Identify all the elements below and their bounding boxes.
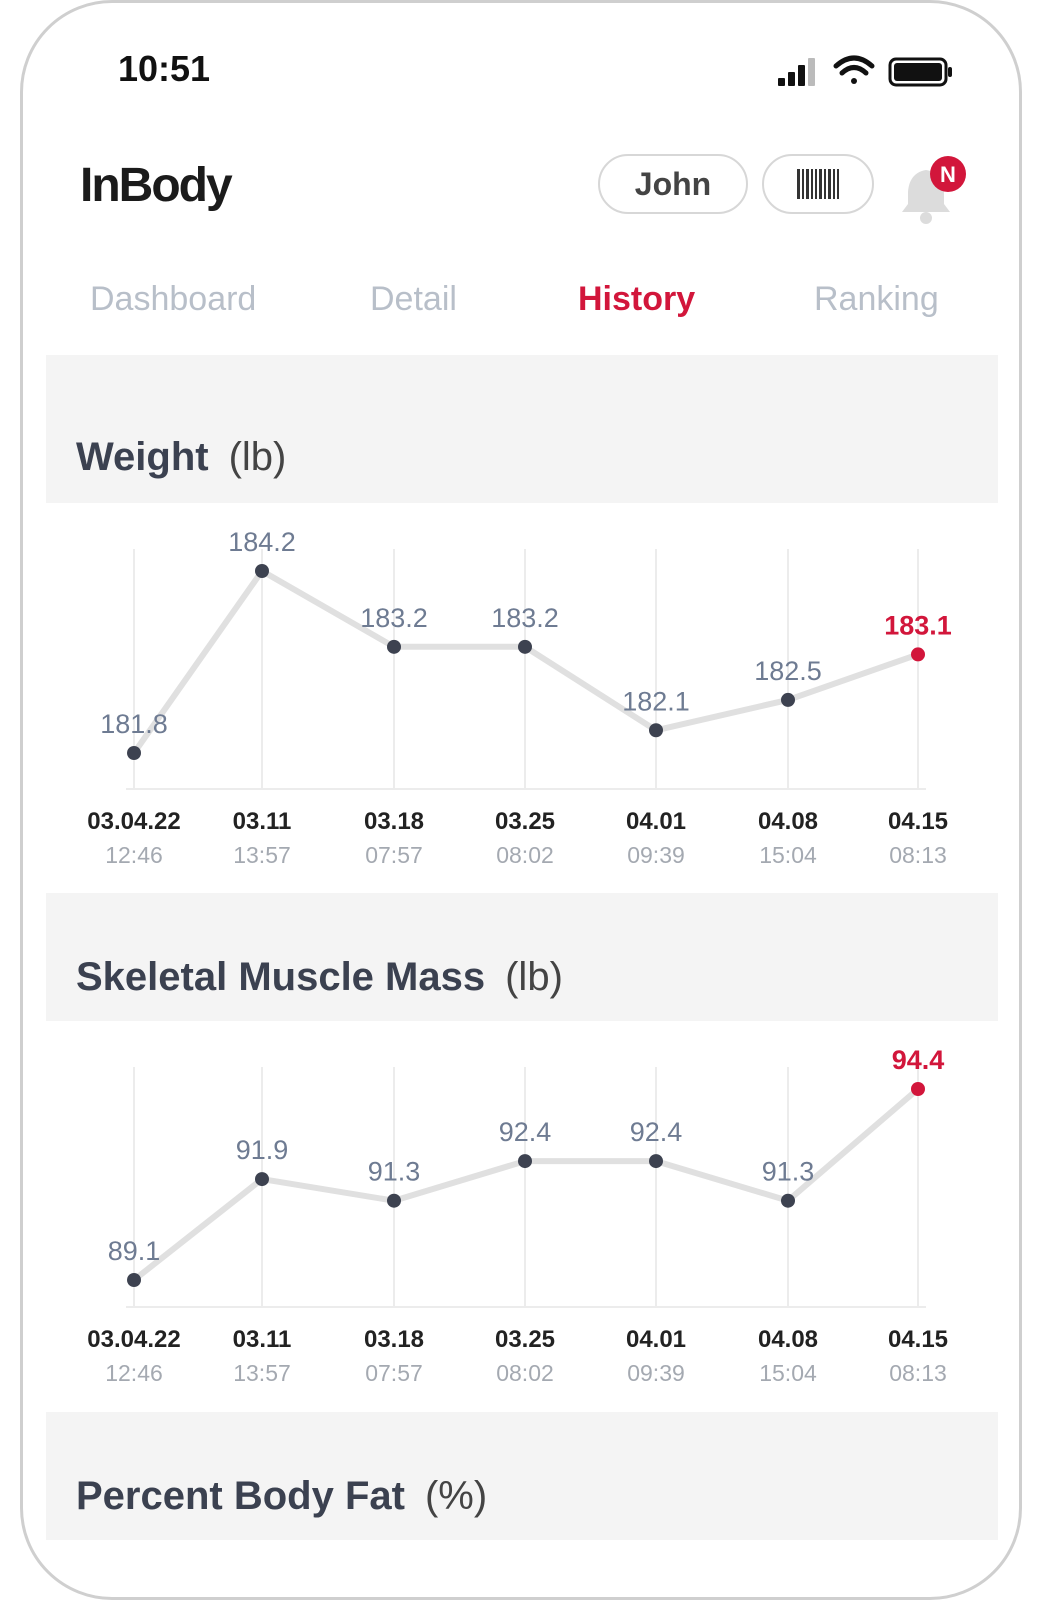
date-label: 03.25 (495, 808, 555, 835)
phone-frame (20, 0, 1022, 1600)
section-title: Skeletal Muscle Mass (lb) (76, 955, 563, 1000)
date-label: 03.25 (495, 1326, 555, 1353)
value-label: 182.1 (622, 686, 690, 716)
weight-section-header: Weight (lb) (46, 355, 998, 503)
date-label: 04.08 (758, 1326, 818, 1353)
weight-chart: 181.8 03.04.22 12:46 184.2 03.11 13:57 183.2 03… (46, 503, 998, 893)
time-label: 13:57 (233, 842, 291, 868)
pbf-section-header: Percent Body Fat (%) (46, 1412, 998, 1540)
notification-button[interactable]: N (896, 152, 972, 228)
battery-icon (888, 57, 952, 87)
data-point (781, 1193, 795, 1208)
smm-section-header: Skeletal Muscle Mass (lb) (46, 893, 998, 1021)
tab-dashboard[interactable]: Dashboard (90, 280, 257, 318)
badge-label: N (940, 162, 956, 187)
section-title-text: Weight (76, 435, 209, 479)
date-label: 03.11 (233, 808, 292, 835)
data-point (649, 723, 663, 738)
value-label: 182.5 (754, 656, 822, 686)
date-label: 04.01 (626, 1326, 686, 1353)
date-label: 04.01 (626, 808, 686, 835)
time-label: 09:39 (627, 1360, 685, 1386)
line-chart: 181.8 03.04.22 12:46 184.2 03.11 13:57 183.2 03… (87, 527, 952, 868)
time-label: 12:46 (105, 1360, 163, 1386)
date-label: 03.04.22 (87, 808, 180, 835)
time-label: 07:57 (365, 1360, 423, 1386)
date-label: 03.04.22 (87, 1326, 180, 1353)
tab-bar: Dashboard Detail History Ranking (46, 270, 996, 334)
date-label: 03.18 (364, 808, 424, 835)
section-title-text: Percent Body Fat (76, 1474, 405, 1518)
data-point (781, 692, 795, 707)
barcode-button[interactable] (762, 154, 874, 214)
time-label: 08:02 (496, 842, 554, 868)
data-point (127, 1273, 141, 1287)
data-point (387, 639, 401, 654)
data-point (255, 564, 269, 578)
value-label: 92.4 (499, 1117, 552, 1147)
value-label: 91.9 (236, 1135, 289, 1165)
time-label: 07:57 (365, 842, 423, 868)
smm-chart: 89.1 03.04.22 12:46 91.9 03.11 13:57 91.3 03.18… (46, 1021, 998, 1412)
time-label: 12:46 (105, 842, 163, 868)
data-point (387, 1193, 401, 1208)
tab-detail[interactable]: Detail (370, 280, 457, 318)
time-label: 15:04 (759, 842, 817, 868)
time-label: 09:39 (627, 842, 685, 868)
value-label: 94.4 (892, 1045, 945, 1075)
time-label: 08:13 (889, 1360, 947, 1386)
date-label: 04.15 (888, 808, 948, 835)
status-bar: 10:51 (0, 0, 1040, 140)
line-chart: 89.1 03.04.22 12:46 91.9 03.11 13:57 91.3 03.18… (87, 1045, 948, 1386)
user-button[interactable]: John (598, 154, 748, 214)
status-icons (778, 55, 952, 87)
section-unit: (%) (424, 1474, 488, 1518)
wifi-icon (833, 55, 875, 84)
section-unit: (lb) (505, 955, 563, 999)
value-label: 181.8 (100, 709, 168, 739)
value-label: 91.3 (762, 1157, 815, 1187)
value-label: 89.1 (108, 1236, 161, 1266)
section-title: Percent Body Fat (%) (76, 1474, 487, 1519)
app-header: InBody John N (0, 140, 1040, 240)
notification-badge: N (930, 156, 966, 192)
status-time: 10:51 (118, 48, 211, 89)
user-name: John (634, 165, 712, 202)
tab-ranking[interactable]: Ranking (814, 280, 939, 318)
section-title: Weight (lb) (76, 435, 286, 480)
date-label: 03.18 (364, 1326, 424, 1353)
value-label: 92.4 (630, 1117, 683, 1147)
value-label: 183.1 (884, 610, 952, 640)
date-label: 04.08 (758, 808, 818, 835)
data-point (649, 1154, 663, 1169)
value-label: 183.2 (491, 603, 559, 633)
data-point (518, 639, 532, 654)
section-unit: (lb) (228, 435, 287, 479)
data-point (911, 1082, 925, 1096)
value-label: 184.2 (228, 527, 296, 557)
tab-history[interactable]: History (578, 280, 696, 318)
data-point (518, 1154, 532, 1169)
app-logo: InBody (80, 159, 233, 212)
signal-icon (778, 58, 815, 86)
time-label: 08:02 (496, 1360, 554, 1386)
barcode-icon (797, 169, 839, 199)
date-label: 04.15 (888, 1326, 948, 1353)
date-label: 03.11 (233, 1326, 292, 1353)
data-point (127, 746, 141, 760)
data-point (255, 1172, 269, 1187)
time-label: 13:57 (233, 1360, 291, 1386)
value-label: 91.3 (368, 1157, 421, 1187)
time-label: 15:04 (759, 1360, 817, 1386)
section-title-text: Skeletal Muscle Mass (76, 955, 486, 999)
time-label: 08:13 (889, 842, 947, 868)
value-label: 183.2 (360, 603, 428, 633)
data-point (911, 647, 925, 662)
